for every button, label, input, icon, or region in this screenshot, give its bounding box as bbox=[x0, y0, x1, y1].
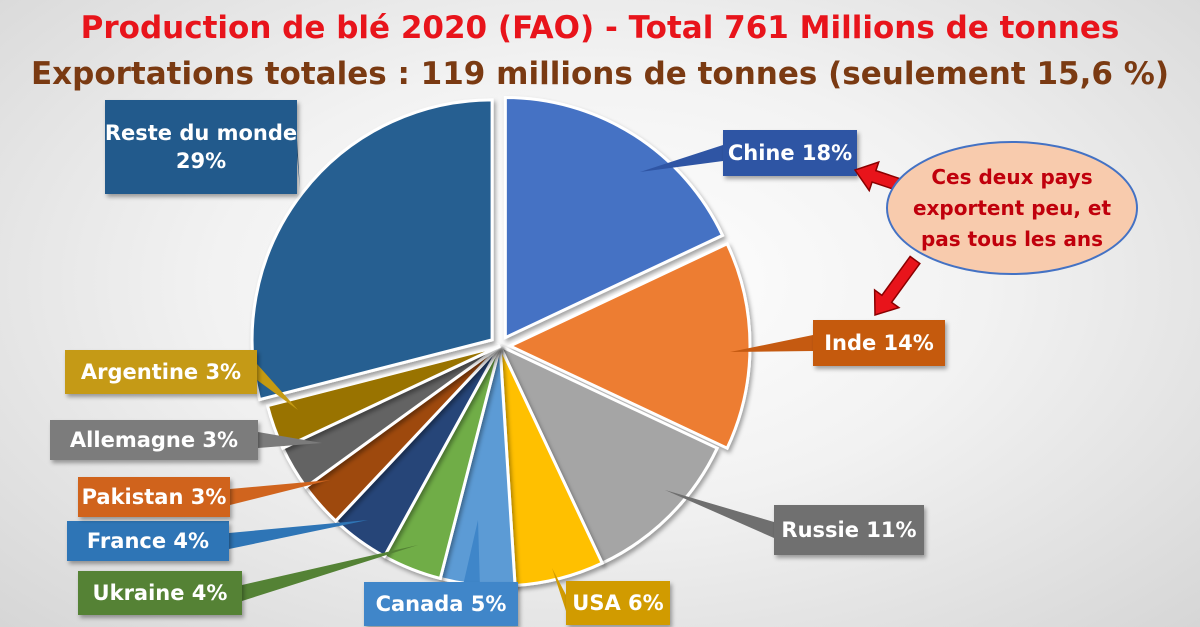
data-label-text: Russie 11% bbox=[781, 518, 916, 542]
chart-title: Production de blé 2020 (FAO) - Total 761… bbox=[80, 10, 1120, 46]
callout-pointer bbox=[258, 432, 322, 448]
data-label-reste-du-monde: Reste du monde 29% bbox=[105, 100, 300, 194]
data-label-canada: Canada 5% bbox=[364, 520, 518, 626]
callout-pointer bbox=[463, 520, 480, 582]
data-label-argentine: Argentine 3% bbox=[65, 350, 298, 410]
callout-pointer bbox=[297, 139, 300, 190]
data-label-text: Pakistan 3% bbox=[82, 485, 227, 509]
callout-pointer bbox=[230, 480, 330, 505]
callout-box bbox=[723, 130, 857, 176]
callout-pointer bbox=[229, 520, 368, 549]
data-label-france: France 4% bbox=[67, 520, 368, 561]
pie-slice-chine bbox=[503, 96, 725, 340]
callout-box bbox=[78, 571, 242, 615]
pie-labels: Chine 18% Inde 14% Russie 11% USA 6% Canada … bbox=[50, 100, 945, 626]
data-label-ukraine: Ukraine 4% bbox=[78, 545, 418, 615]
callout-box bbox=[566, 581, 670, 625]
callout-box bbox=[774, 505, 924, 555]
data-label-chine: Chine 18% bbox=[640, 130, 857, 176]
pie-slice-inde bbox=[506, 241, 752, 451]
data-label-text: 29% bbox=[176, 149, 226, 173]
annotation-bubble bbox=[886, 141, 1138, 275]
pie-slice-argentine bbox=[265, 344, 501, 451]
callout-pointer bbox=[640, 145, 723, 172]
data-label-usa: USA 6% bbox=[552, 568, 670, 625]
callout-pointer bbox=[257, 364, 298, 410]
pie-slices bbox=[250, 96, 752, 588]
callout-pointer bbox=[665, 490, 774, 538]
data-label-inde: Inde 14% bbox=[730, 320, 945, 366]
callout-pointer bbox=[730, 335, 813, 352]
data-label-text: Canada 5% bbox=[376, 592, 507, 616]
data-label-text: Inde 14% bbox=[824, 331, 934, 355]
data-label-text: Chine 18% bbox=[728, 141, 852, 165]
data-label-text: France 4% bbox=[87, 529, 209, 553]
data-label-text: Allemagne 3% bbox=[70, 428, 238, 452]
annotation-text: pas tous les ans bbox=[921, 227, 1103, 251]
callout-box bbox=[364, 582, 518, 626]
data-label-text: Ukraine 4% bbox=[93, 581, 228, 605]
callout-box bbox=[67, 521, 229, 561]
annotation-text: Ces deux pays bbox=[931, 165, 1092, 189]
pie-slice-reste-du-monde bbox=[250, 98, 494, 402]
data-label-text: USA 6% bbox=[572, 591, 663, 615]
callout-box bbox=[813, 320, 945, 366]
annotation-callout: Ces deux pays exportent peu, et pas tous l… bbox=[853, 141, 1138, 317]
data-label-russie: Russie 11% bbox=[665, 490, 924, 555]
data-label-pakistan: Pakistan 3% bbox=[78, 477, 330, 517]
callout-pointer bbox=[242, 545, 418, 601]
chart-subtitle: Exportations totales : 119 millions de t… bbox=[30, 56, 1169, 92]
data-label-allemagne: Allemagne 3% bbox=[50, 420, 322, 460]
pie-slice-russie bbox=[496, 342, 720, 566]
data-label-text: Argentine 3% bbox=[81, 360, 241, 384]
callout-box bbox=[50, 420, 258, 460]
callout-box bbox=[78, 477, 230, 517]
annotation-text: exportent peu, et bbox=[913, 196, 1112, 220]
callout-box bbox=[105, 100, 297, 194]
arrow-to-inde-icon bbox=[873, 255, 921, 317]
callout-box bbox=[65, 350, 257, 394]
callout-pointer bbox=[552, 568, 566, 611]
data-label-text: Reste du monde bbox=[105, 121, 297, 145]
